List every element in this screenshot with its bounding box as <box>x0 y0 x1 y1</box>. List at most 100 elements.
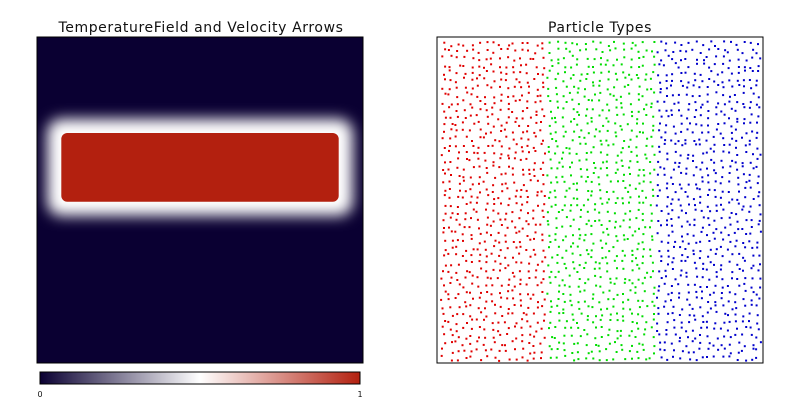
particle-point <box>642 131 644 134</box>
particle-point <box>458 306 461 309</box>
particle-point <box>520 137 523 140</box>
particle-point <box>685 93 688 96</box>
particle-point <box>507 312 510 315</box>
particle-point <box>693 314 696 317</box>
particle-point <box>491 106 494 109</box>
particle-point <box>562 308 565 311</box>
particle-point <box>479 128 482 131</box>
particle-point <box>539 167 542 170</box>
particle-point <box>515 189 518 192</box>
particle-point <box>477 120 480 123</box>
particle-point <box>629 173 631 175</box>
particle-point <box>527 125 530 127</box>
particle-point <box>514 49 517 52</box>
particle-point <box>706 286 708 288</box>
particle-point <box>637 299 640 302</box>
particle-point <box>456 239 459 242</box>
particle-point <box>541 42 544 45</box>
particle-point <box>519 195 522 198</box>
particle-point <box>540 357 542 360</box>
particle-point <box>664 49 667 52</box>
particle-point <box>500 224 503 226</box>
particle-point <box>609 319 612 321</box>
particle-point <box>699 73 702 76</box>
particle-point <box>493 203 496 205</box>
particle-point <box>576 197 579 200</box>
particle-point <box>443 41 446 44</box>
particle-point <box>708 240 711 242</box>
particle-point <box>469 188 472 191</box>
particle-point <box>730 72 733 75</box>
particle-point <box>444 189 447 192</box>
particle-point <box>565 85 568 88</box>
particle-point <box>500 48 503 50</box>
particle-point <box>469 304 472 307</box>
particle-point <box>656 232 659 235</box>
particle-point <box>738 341 741 344</box>
particle-point <box>444 320 447 322</box>
particle-point <box>543 115 546 118</box>
particle-point <box>599 167 602 170</box>
particle-point <box>641 95 644 98</box>
particle-point <box>568 285 571 288</box>
particle-point <box>642 122 644 125</box>
particle-point <box>744 277 747 280</box>
particle-point <box>577 326 580 329</box>
particle-point <box>556 100 559 103</box>
particle-point <box>529 57 532 60</box>
particle-point <box>585 357 588 360</box>
particle-point <box>645 196 647 199</box>
particle-point <box>621 165 624 167</box>
particle-point <box>744 289 747 292</box>
particle-point <box>670 139 673 142</box>
particle-point <box>628 226 631 229</box>
particle-point <box>535 330 538 333</box>
particle-point <box>665 329 668 331</box>
particle-point <box>550 110 552 113</box>
particle-point <box>733 94 736 96</box>
particle-point <box>756 241 759 244</box>
particle-point <box>607 78 610 81</box>
particle-point <box>757 96 760 99</box>
particle-point <box>542 174 545 176</box>
particle-point <box>696 62 698 65</box>
particle-point <box>579 215 582 218</box>
particle-point <box>637 313 640 316</box>
particle-point <box>686 86 689 89</box>
particle-point <box>601 202 604 205</box>
particle-point <box>631 344 633 347</box>
particle-point <box>513 304 516 306</box>
particle-point <box>599 91 602 94</box>
particle-point <box>607 334 610 337</box>
particle-point <box>529 352 532 355</box>
particle-point <box>471 44 474 47</box>
particle-point <box>522 168 524 171</box>
particle-point <box>485 315 488 318</box>
particle-point <box>684 259 687 262</box>
particle-point <box>646 305 649 308</box>
particle-point <box>606 174 609 177</box>
particle-point <box>660 277 663 279</box>
particle-point <box>638 306 641 309</box>
particle-point <box>522 312 525 315</box>
particle-point <box>752 92 755 95</box>
particle-point <box>543 195 546 197</box>
particle-point <box>620 128 623 131</box>
particle-point <box>565 47 568 50</box>
particle-point <box>738 252 741 255</box>
particle-point <box>628 92 631 95</box>
particle-point <box>607 144 610 147</box>
particle-point <box>656 195 659 197</box>
particle-point <box>470 195 473 198</box>
particle-point <box>447 293 450 296</box>
particle-point <box>628 201 630 204</box>
particle-point <box>562 312 565 314</box>
particle-point <box>671 312 674 315</box>
particle-point <box>678 340 681 343</box>
particle-point <box>666 321 669 324</box>
particle-point <box>717 348 720 351</box>
particle-point <box>520 86 523 89</box>
particle-point <box>555 217 558 220</box>
particle-point <box>660 59 663 62</box>
particle-point <box>713 161 716 164</box>
